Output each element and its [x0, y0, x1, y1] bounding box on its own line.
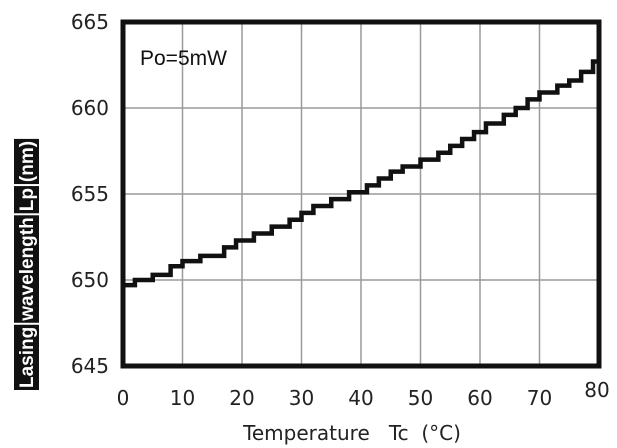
y-tick-label: 645	[71, 354, 109, 378]
y-axis-label-segment: (nm)	[17, 141, 38, 182]
y-axis-label-box	[14, 215, 39, 323]
x-tick-label: 80	[584, 378, 609, 402]
x-tick-label: 10	[170, 386, 195, 410]
y-tick-label: 655	[71, 182, 109, 206]
y-axis-label: Lasing wavelength Lp (nm)	[14, 138, 39, 390]
y-axis-label-box	[14, 138, 39, 185]
y-axis-label-segment: wavelength	[17, 217, 38, 321]
y-axis-label-segment: Lasing	[17, 327, 38, 388]
x-tick-label: 70	[527, 386, 552, 410]
x-tick-labels: 0 10 20 30 40 50 60 70 80	[117, 378, 610, 410]
x-tick-label: 40	[348, 386, 373, 410]
y-tick-labels: 645 650 655 660 665	[71, 10, 109, 378]
x-tick-label: 20	[229, 386, 254, 410]
x-tick-label: 30	[289, 386, 314, 410]
x-tick-label: 0	[117, 386, 130, 410]
x-tick-label: 50	[408, 386, 433, 410]
power-annotation: Po=5mW	[140, 47, 227, 70]
y-axis-label-segment: Lp	[17, 188, 38, 211]
series-line	[120, 59, 602, 288]
y-tick-label: 660	[71, 96, 109, 120]
x-axis-label: Temperature Tc (°C)	[242, 421, 461, 445]
y-tick-label: 650	[71, 268, 109, 292]
y-tick-label: 665	[71, 10, 109, 34]
plot-frame	[120, 19, 602, 369]
x-tick-label: 60	[467, 386, 492, 410]
y-axis-label-box	[14, 186, 39, 214]
y-axis-label-box	[14, 324, 39, 390]
